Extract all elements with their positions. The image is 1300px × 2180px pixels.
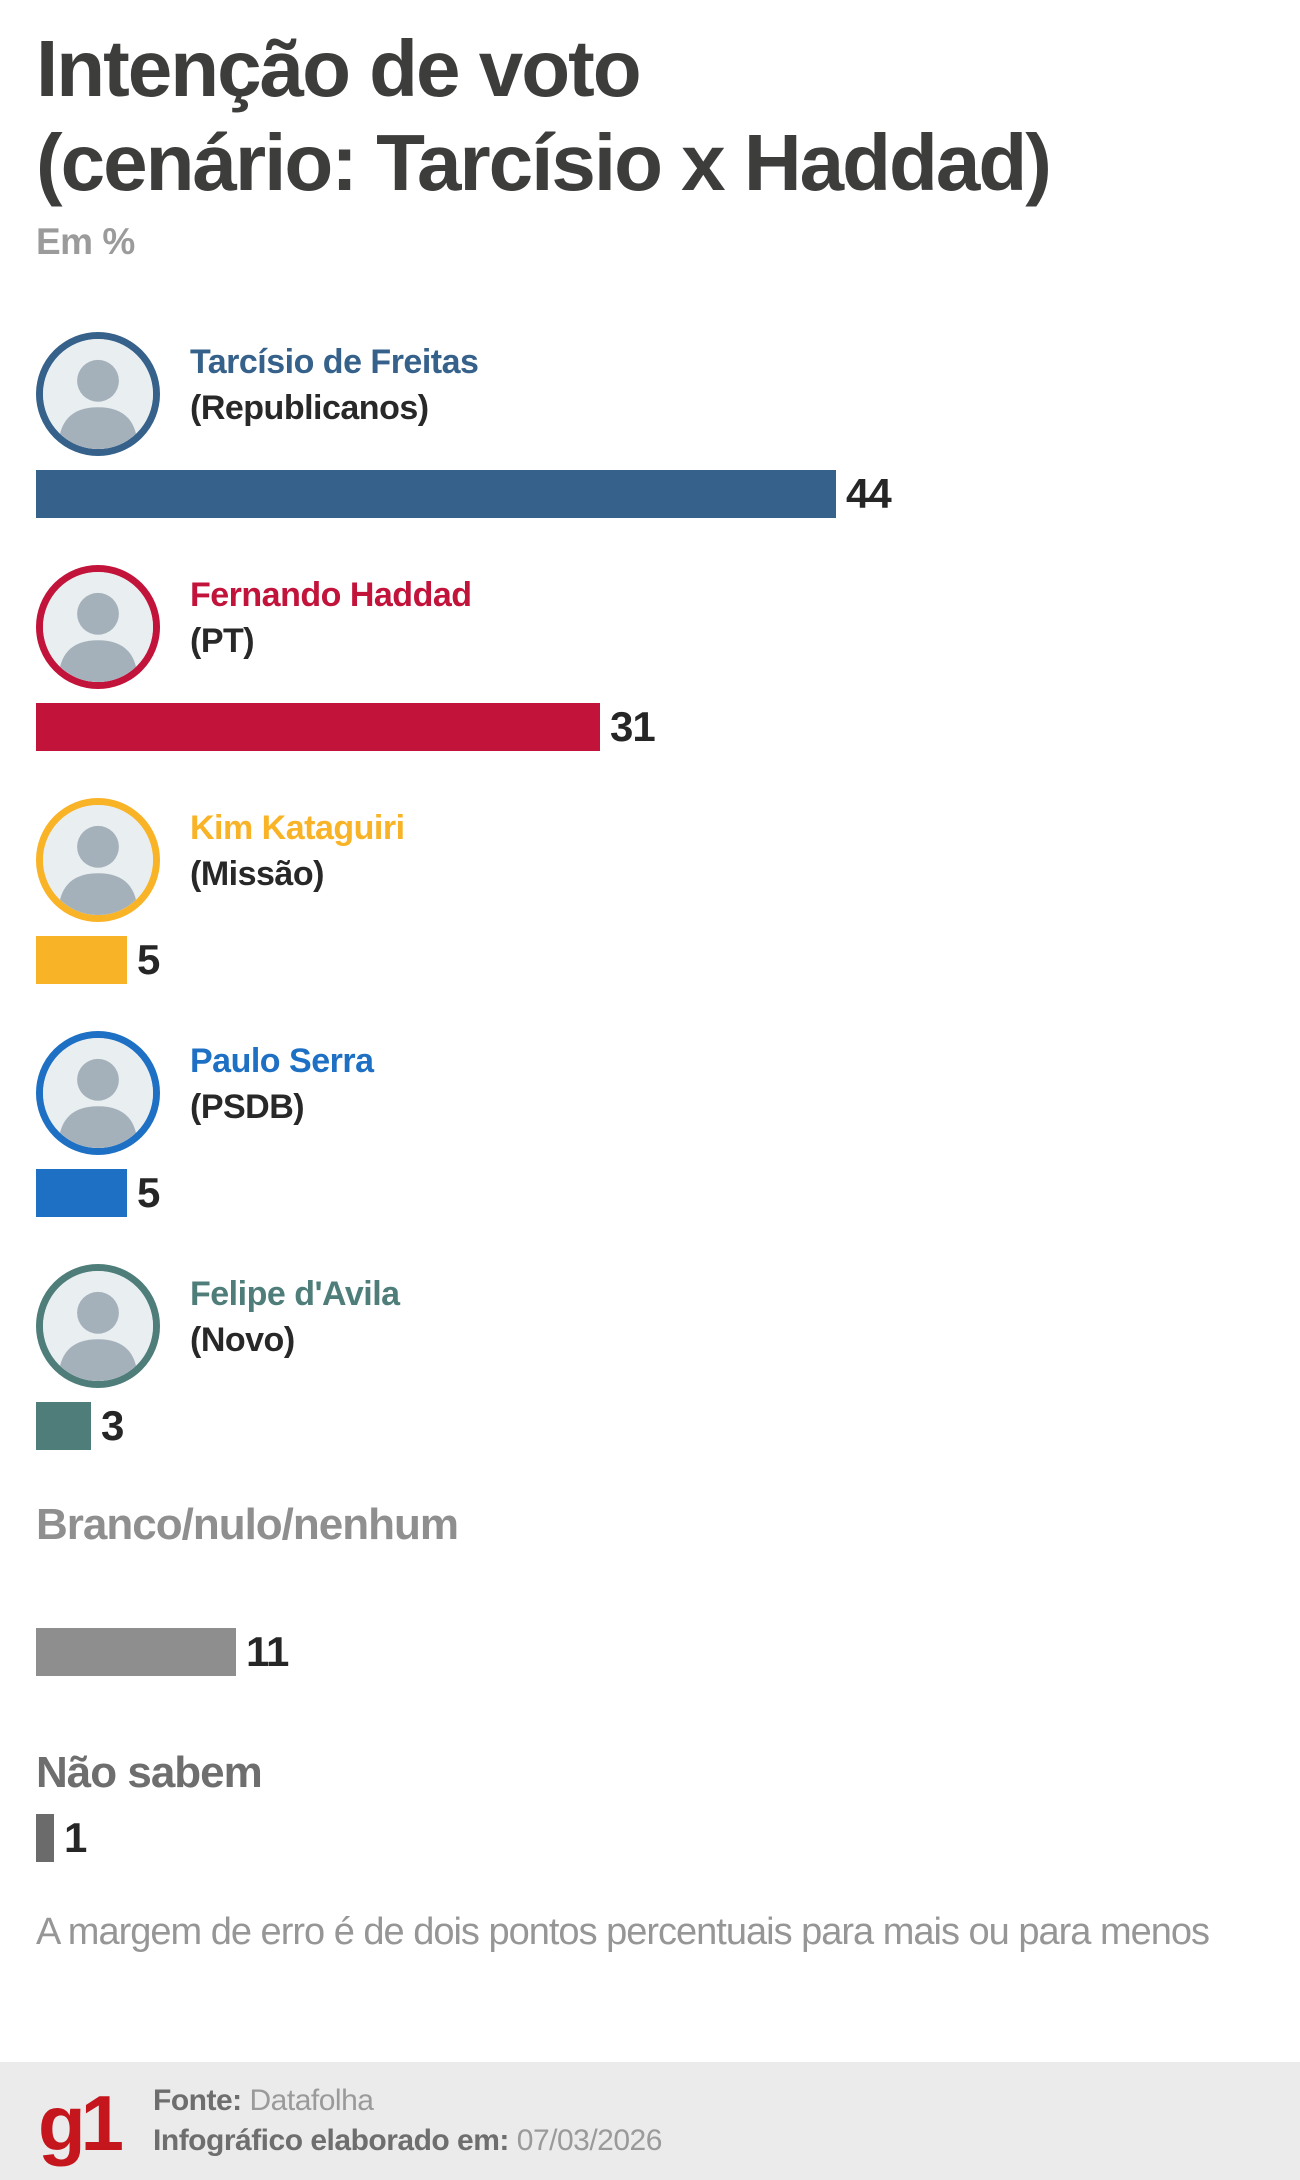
candidate-party: (Missão)	[190, 855, 324, 894]
bar-chart: Tarcísio de Freitas (Republicanos) 44 Fe…	[36, 331, 1264, 1862]
candidate-avatar	[36, 331, 160, 456]
bar	[36, 1401, 91, 1450]
bar	[36, 702, 600, 751]
candidate-avatar	[36, 564, 160, 689]
candidate-party: (Republicanos)	[190, 389, 429, 428]
bar-value: 5	[137, 1168, 160, 1216]
candidate-avatar	[36, 797, 160, 922]
candidate-texts: Tarcísio de Freitas (Republicanos)	[190, 332, 479, 429]
candidate-name: Paulo Serra	[190, 1041, 374, 1080]
person-silhouette-icon	[43, 338, 153, 449]
candidate-row: Kim Kataguiri (Missão) 5	[36, 797, 1264, 984]
source-value: Datafolha	[249, 2083, 374, 2117]
bar-row: 11	[36, 1627, 1264, 1676]
g1-logo: g1	[38, 2079, 124, 2167]
candidate-name: Kim Kataguiri	[190, 808, 405, 847]
candidate-party: (Novo)	[190, 1321, 295, 1360]
credits-footer: g1 Fonte: Datafolha Infográfico elaborad…	[0, 2062, 1300, 2180]
candidate-row: Paulo Serra (PSDB) 5	[36, 1030, 1264, 1217]
bar-row: 3	[36, 1401, 1264, 1450]
elaborated-date: 07/03/2026	[516, 2124, 663, 2157]
person-silhouette-icon	[43, 571, 153, 682]
candidate-name: Felipe d'Avila	[190, 1274, 400, 1313]
bar-row: 5	[36, 935, 1264, 984]
candidate-texts: Felipe d'Avila (Novo)	[190, 1264, 400, 1361]
bar	[36, 935, 127, 984]
category-label: Não sabem	[36, 1747, 263, 1797]
bar-row: 31	[36, 702, 1264, 751]
candidate-party: (PSDB)	[190, 1088, 305, 1127]
candidate-row: Fernando Haddad (PT) 31	[36, 564, 1264, 751]
bar-row: 5	[36, 1168, 1264, 1217]
person-silhouette-icon	[43, 804, 153, 915]
candidate-header: Felipe d'Avila (Novo)	[36, 1263, 1264, 1388]
candidate-name: Fernando Haddad	[190, 575, 472, 614]
bar-value: 11	[246, 1627, 289, 1675]
person-silhouette-icon	[43, 1037, 153, 1148]
candidate-header: Kim Kataguiri (Missão)	[36, 797, 1264, 922]
elaborated-line: Infográfico elaborado em: 07/03/2026	[153, 2121, 662, 2161]
page-title: Intenção de voto (cenário: Tarcísio x Ha…	[36, 22, 1264, 211]
person-silhouette-icon	[43, 1270, 153, 1381]
candidate-name: Tarcísio de Freitas	[190, 342, 479, 381]
bar-value: 31	[610, 702, 656, 750]
category-row: Não sabem 1	[36, 1745, 1264, 1862]
bar-value: 44	[846, 469, 892, 517]
candidate-row: Felipe d'Avila (Novo) 3	[36, 1263, 1264, 1450]
title-line-1: Intenção de voto	[36, 24, 642, 113]
candidate-avatar	[36, 1030, 160, 1155]
category-row: Branco/nulo/nenhum 11	[36, 1497, 1264, 1676]
unit-subtitle: Em %	[36, 220, 135, 262]
bar-value: 3	[101, 1401, 124, 1449]
bar-row: 1	[36, 1813, 1264, 1862]
bar-value: 5	[137, 935, 160, 983]
credits-text: Fonte: Datafolha Infográfico elaborado e…	[153, 2081, 662, 2161]
candidate-avatar	[36, 1263, 160, 1388]
elaborated-label: Infográfico elaborado em:	[153, 2124, 509, 2157]
candidate-header: Fernando Haddad (PT)	[36, 564, 1264, 689]
candidate-header: Paulo Serra (PSDB)	[36, 1030, 1264, 1155]
bar	[36, 469, 836, 518]
margin-of-error-note: A margem de erro é de dois pontos percen…	[36, 1910, 1210, 1953]
bar	[36, 1627, 236, 1676]
source-line: Fonte: Datafolha	[153, 2081, 662, 2121]
bar	[36, 1168, 127, 1217]
candidate-party: (PT)	[190, 622, 255, 661]
bar-value: 1	[64, 1813, 87, 1861]
title-line-2: (cenário: Tarcísio x Haddad)	[36, 118, 1052, 208]
source-label: Fonte:	[153, 2083, 242, 2117]
bar-row: 44	[36, 469, 1264, 518]
candidate-header: Tarcísio de Freitas (Republicanos)	[36, 331, 1264, 456]
candidate-texts: Kim Kataguiri (Missão)	[190, 798, 405, 895]
bar	[36, 1813, 54, 1862]
candidate-texts: Fernando Haddad (PT)	[190, 565, 472, 662]
candidate-texts: Paulo Serra (PSDB)	[190, 1031, 374, 1128]
category-label: Branco/nulo/nenhum	[36, 1499, 459, 1549]
candidate-row: Tarcísio de Freitas (Republicanos) 44	[36, 331, 1264, 518]
